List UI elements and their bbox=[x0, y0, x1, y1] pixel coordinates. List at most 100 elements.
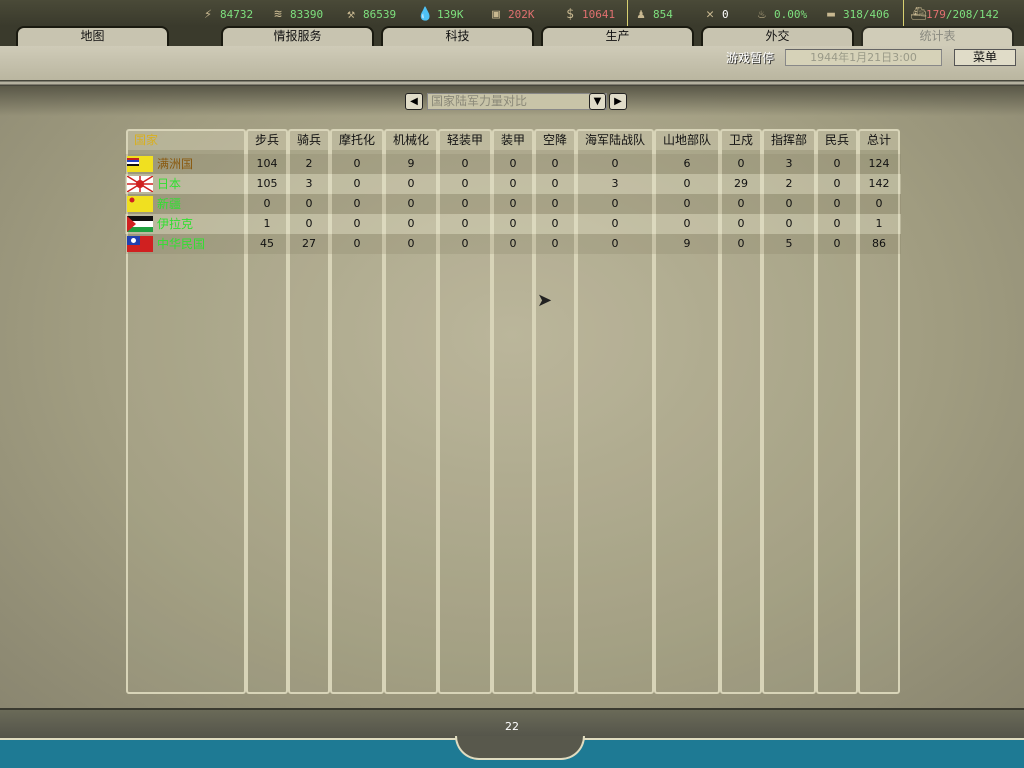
country-name[interactable]: 伊拉克 bbox=[157, 217, 194, 231]
table-cell: 0 bbox=[551, 157, 559, 170]
country-name[interactable]: 日本 bbox=[157, 177, 182, 191]
column-header[interactable]: 空降 bbox=[536, 130, 574, 150]
tab-4[interactable]: 外交 bbox=[701, 26, 854, 46]
stat-selector[interactable]: 国家陆军力量对比 bbox=[427, 93, 607, 110]
column-header[interactable]: 指挥部 bbox=[764, 130, 814, 150]
table-cell: 0 bbox=[461, 157, 469, 170]
manpower-resource[interactable]: ♟ 854 bbox=[633, 6, 673, 22]
table-cell: 0 bbox=[407, 197, 415, 210]
table-cell: 45 bbox=[260, 237, 274, 250]
transport-icon: ▬ bbox=[827, 6, 835, 22]
transport-resource[interactable]: ▬ 318/406 bbox=[823, 6, 889, 22]
supplies-icon: ▣ bbox=[492, 6, 500, 22]
table-cell: 104 bbox=[256, 157, 278, 170]
table-cell: 0 bbox=[551, 197, 559, 210]
country-name[interactable]: 中华民国 bbox=[157, 237, 206, 251]
nuclear-icon: ✕ bbox=[706, 6, 714, 22]
table-cell: 0 bbox=[833, 237, 841, 250]
resource-value: 318/406 bbox=[843, 7, 890, 21]
dissent-resource[interactable]: ♨ 0.00% bbox=[754, 6, 807, 22]
table-cell: 105 bbox=[256, 177, 278, 190]
next-stat-button[interactable]: ▶ bbox=[609, 93, 627, 110]
table-cell: 0 bbox=[509, 237, 517, 250]
menu-button[interactable]: 菜单 bbox=[954, 49, 1016, 66]
tab-5[interactable]: 统计表 bbox=[861, 26, 1014, 46]
metal-icon: ≋ bbox=[274, 6, 282, 22]
previous-stat-button[interactable]: ◀ bbox=[405, 93, 423, 110]
table-row[interactable]: 新疆 0 0 0 0 0 0 0 0 0 0 0 0 0 bbox=[125, 194, 901, 214]
column-header[interactable]: 总计 bbox=[860, 130, 898, 150]
tab-1[interactable]: 情报服务 bbox=[221, 26, 374, 46]
divider bbox=[903, 0, 904, 26]
table-cell: 124 bbox=[868, 157, 890, 170]
table-cell: 1 bbox=[263, 217, 271, 230]
table-cell: 0 bbox=[305, 217, 313, 230]
country-name[interactable]: 满洲国 bbox=[157, 157, 194, 171]
table-row[interactable]: 满洲国 104 2 0 9 0 0 0 0 6 0 3 0 124 bbox=[125, 154, 901, 174]
energy-resource[interactable]: ⚡ 84732 bbox=[200, 6, 253, 22]
column-header[interactable]: 国家 bbox=[128, 130, 244, 150]
dropdown-arrow-icon[interactable]: ▼ bbox=[589, 93, 606, 110]
table-cell: 0 bbox=[461, 237, 469, 250]
mouse-cursor-icon: ➤ bbox=[537, 290, 553, 311]
bottom-bar bbox=[0, 708, 1024, 738]
column-header[interactable]: 装甲 bbox=[494, 130, 532, 150]
resource-value: 0.00% bbox=[774, 7, 808, 21]
table-cell: 9 bbox=[407, 157, 415, 170]
rare-materials-resource[interactable]: ⚒ 86539 bbox=[343, 6, 396, 22]
table-cell: 0 bbox=[611, 157, 619, 170]
column-header[interactable]: 卫戍 bbox=[722, 130, 760, 150]
nuclear-resource[interactable]: ✕ 0 bbox=[702, 6, 729, 22]
table-row[interactable]: 伊拉克 1 0 0 0 0 0 0 0 0 0 0 0 1 bbox=[125, 214, 901, 234]
table-cell: 0 bbox=[785, 217, 793, 230]
table-cell: 0 bbox=[353, 177, 361, 190]
page-number: 22 bbox=[505, 720, 519, 733]
column-header[interactable]: 骑兵 bbox=[290, 130, 328, 150]
table-column bbox=[246, 129, 288, 694]
resource-value: 10641 bbox=[582, 7, 616, 21]
table-cell: 0 bbox=[737, 217, 745, 230]
energy-icon: ⚡ bbox=[204, 6, 212, 22]
tab-2[interactable]: 科技 bbox=[381, 26, 534, 46]
table-column bbox=[534, 129, 576, 694]
resource-value: 139K bbox=[437, 7, 464, 21]
money-icon: $ bbox=[566, 6, 574, 22]
country-name[interactable]: 新疆 bbox=[157, 197, 182, 211]
table-cell: 6 bbox=[683, 157, 691, 170]
column-header[interactable]: 轻装甲 bbox=[440, 130, 490, 150]
table-cell: 0 bbox=[611, 217, 619, 230]
tab-3[interactable]: 生产 bbox=[541, 26, 694, 46]
column-header[interactable]: 山地部队 bbox=[656, 130, 718, 150]
table-cell: 29 bbox=[734, 177, 748, 190]
resource-value: 84732 bbox=[220, 7, 254, 21]
table-cell: 0 bbox=[611, 237, 619, 250]
column-header[interactable]: 民兵 bbox=[818, 130, 856, 150]
table-row[interactable]: 中华民国 45 27 0 0 0 0 0 0 9 0 5 0 86 bbox=[125, 234, 901, 254]
table-cell: 0 bbox=[737, 197, 745, 210]
tab-0[interactable]: 地图 bbox=[16, 26, 169, 46]
table-cell: 0 bbox=[833, 157, 841, 170]
dissent-icon: ♨ bbox=[758, 6, 766, 22]
oil-resource[interactable]: 💧 139K bbox=[417, 6, 464, 22]
table-cell: 0 bbox=[407, 217, 415, 230]
metal-resource[interactable]: ≋ 83390 bbox=[270, 6, 323, 22]
flag-xinjiang-icon bbox=[127, 196, 153, 212]
column-header[interactable]: 摩托化 bbox=[332, 130, 382, 150]
column-header[interactable]: 步兵 bbox=[248, 130, 286, 150]
column-header[interactable]: 海军陆战队 bbox=[578, 130, 652, 150]
table-column bbox=[654, 129, 720, 694]
divider bbox=[627, 0, 628, 26]
statistics-panel bbox=[0, 86, 1024, 708]
table-cell: 0 bbox=[683, 177, 691, 190]
convoy-resource[interactable]: ⛴ 179/208/142 bbox=[910, 6, 999, 22]
table-column bbox=[858, 129, 900, 694]
money-resource[interactable]: $10641 bbox=[562, 6, 615, 22]
resource-value-red: 179 bbox=[926, 7, 946, 21]
column-header[interactable]: 机械化 bbox=[386, 130, 436, 150]
table-cell: 0 bbox=[461, 217, 469, 230]
flag-manchukuo-icon bbox=[127, 156, 153, 172]
table-cell: 0 bbox=[407, 177, 415, 190]
supplies-resource[interactable]: ▣ 202K bbox=[488, 6, 534, 22]
game-paused-label: 游戏暂停 bbox=[726, 51, 775, 65]
table-row[interactable]: 日本 105 3 0 0 0 0 0 3 0 29 2 0 142 bbox=[125, 174, 901, 194]
